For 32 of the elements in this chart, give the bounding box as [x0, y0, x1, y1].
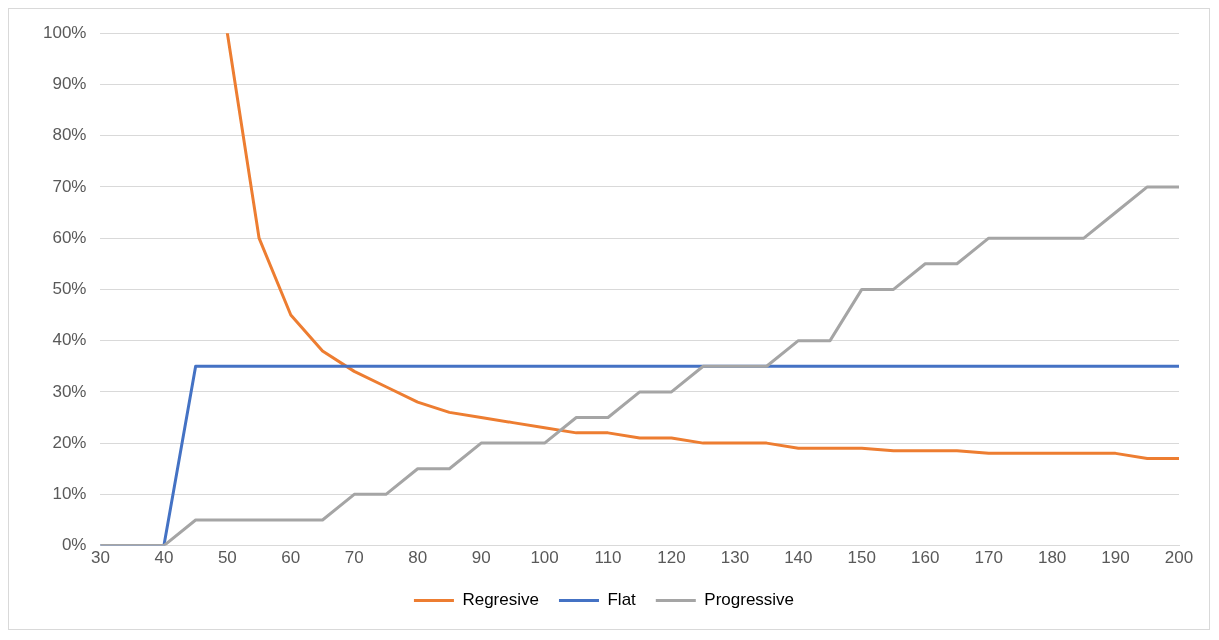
x-tick-label: 100 — [530, 548, 559, 568]
y-tick-label: 20% — [52, 432, 87, 452]
x-tick-label: 190 — [1101, 548, 1130, 568]
x-tick-label: 160 — [911, 548, 940, 568]
y-tick-label: 30% — [52, 381, 87, 401]
legend-label: Regresive — [462, 590, 539, 610]
x-tick-label: 90 — [471, 548, 491, 568]
x-tick-label: 130 — [720, 548, 750, 568]
y-tick-label: 60% — [52, 227, 87, 247]
y-tick-label: 70% — [52, 176, 87, 196]
x-tick-label: 170 — [974, 548, 1003, 568]
x-tick-label: 70 — [344, 548, 364, 568]
x-tick-label: 30 — [91, 548, 110, 568]
y-tick-label: 80% — [52, 125, 87, 145]
x-tick-label: 50 — [217, 548, 237, 568]
x-tick-label: 40 — [154, 548, 174, 568]
legend-label: Progressive — [704, 590, 795, 610]
x-tick-label: 180 — [1037, 548, 1067, 568]
y-tick-label: 90% — [52, 74, 87, 94]
y-tick-label: 10% — [52, 484, 87, 504]
x-tick-label: 150 — [847, 548, 876, 568]
y-tick-label: 40% — [52, 330, 87, 350]
y-tick-label: 0% — [61, 535, 87, 555]
x-tick-label: 140 — [784, 548, 813, 568]
x-tick-label: 80 — [408, 548, 428, 568]
x-tick-label: 120 — [657, 548, 686, 568]
x-tick-label: 60 — [281, 548, 301, 568]
x-tick-label: 110 — [594, 548, 622, 568]
legend-label: Flat — [607, 590, 637, 610]
y-tick-label: 50% — [52, 279, 87, 299]
x-tick-label: 200 — [1164, 548, 1194, 568]
y-tick-label: 100% — [43, 22, 87, 42]
